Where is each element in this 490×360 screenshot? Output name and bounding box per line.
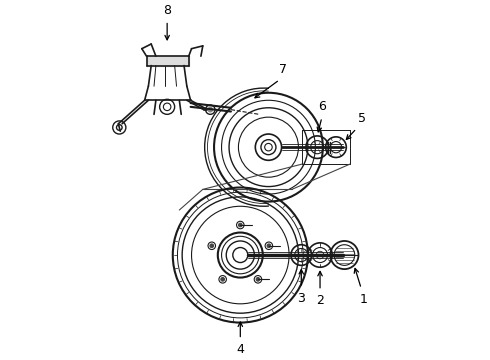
Text: 4: 4 [236,343,244,356]
Text: 1: 1 [359,293,367,306]
Text: 3: 3 [297,292,305,305]
Circle shape [256,278,260,281]
Circle shape [239,223,242,227]
Circle shape [267,244,271,248]
Circle shape [208,107,213,112]
Text: 6: 6 [318,100,326,113]
Text: 2: 2 [316,294,324,307]
Circle shape [221,278,224,281]
Text: 7: 7 [278,63,287,76]
Text: 8: 8 [163,4,171,17]
Circle shape [210,244,214,248]
Text: 5: 5 [359,112,367,125]
